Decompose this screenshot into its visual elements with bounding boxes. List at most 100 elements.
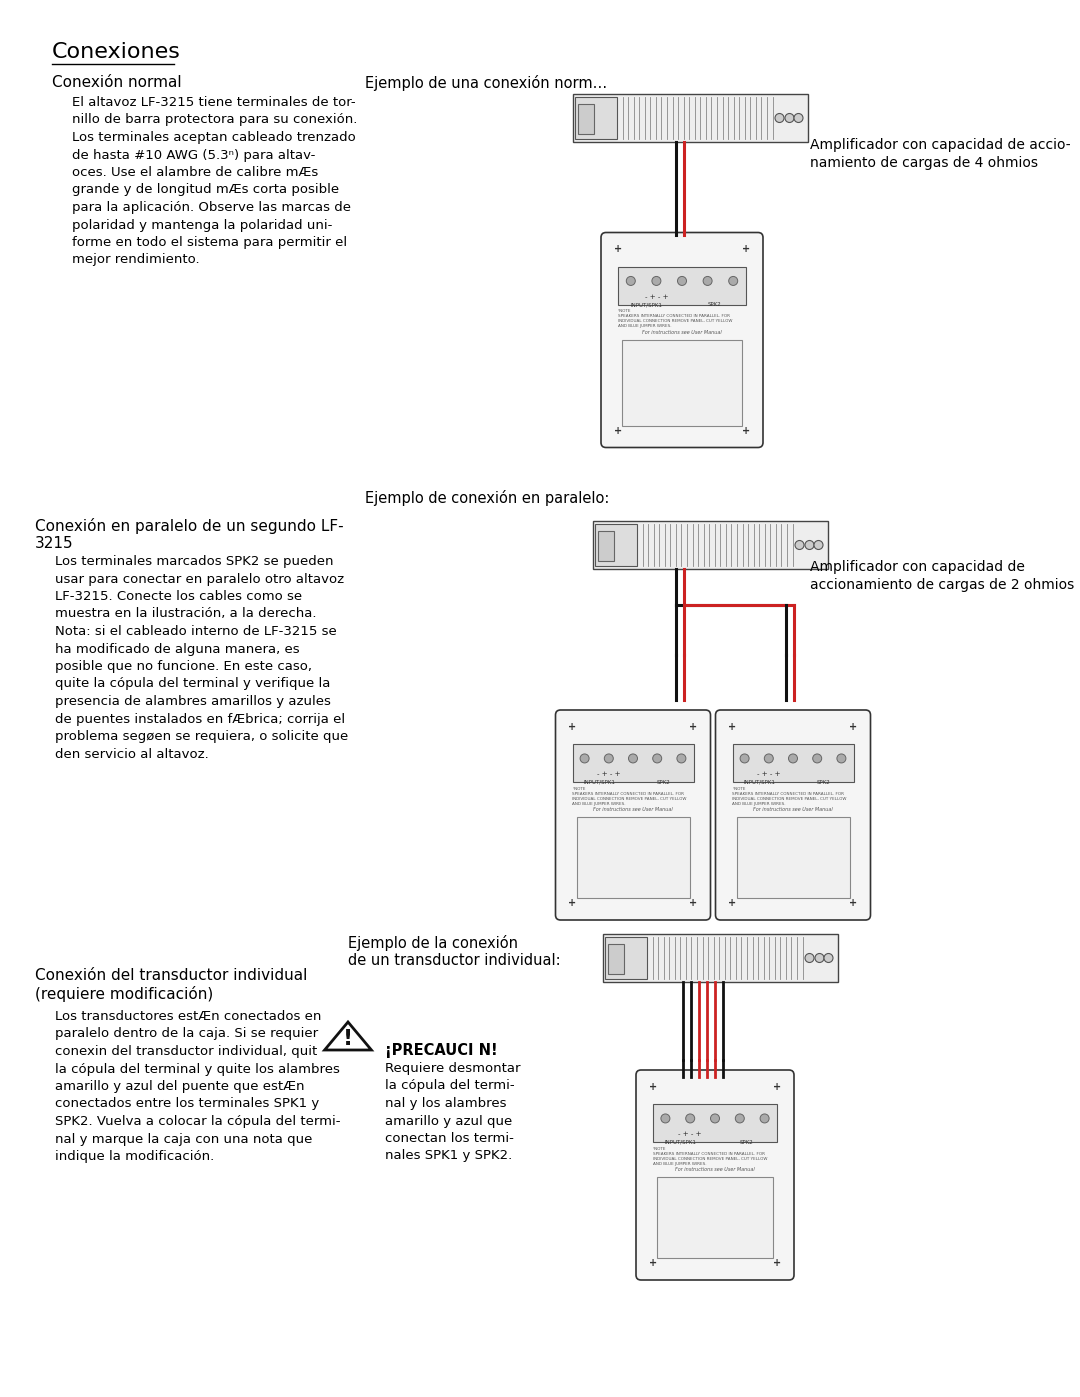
FancyBboxPatch shape: [555, 710, 711, 921]
Text: Los terminales marcados SPK2 se pueden
usar para conectar en paralelo otro altav: Los terminales marcados SPK2 se pueden u…: [55, 555, 348, 760]
Text: SPK2: SPK2: [816, 780, 831, 785]
Circle shape: [788, 754, 797, 763]
Bar: [607, 944, 623, 974]
Text: INPUT/SPK1: INPUT/SPK1: [743, 780, 775, 785]
Text: For instructions see User Manual: For instructions see User Manual: [643, 330, 721, 334]
Text: - + - +: - + - +: [645, 293, 669, 300]
Text: +: +: [773, 1083, 781, 1092]
Text: +: +: [613, 426, 622, 436]
Text: *NOTE
SPEAKERS INTERNALLY CONNECTED IN PARALLEL. FOR
INDIVIDUAL CONNECTION REMOV: *NOTE SPEAKERS INTERNALLY CONNECTED IN P…: [618, 310, 732, 328]
Circle shape: [824, 954, 833, 963]
Text: +: +: [728, 722, 737, 732]
Circle shape: [729, 277, 738, 285]
Bar: [572, 745, 693, 782]
Text: For instructions see User Manual: For instructions see User Manual: [593, 807, 673, 812]
Text: Conexión normal: Conexión normal: [52, 75, 181, 89]
Bar: [603, 935, 837, 982]
Text: Ejemplo de conexión en paralelo:: Ejemplo de conexión en paralelo:: [365, 490, 609, 506]
Circle shape: [760, 1113, 769, 1123]
Circle shape: [813, 754, 822, 763]
Bar: [618, 267, 746, 305]
Text: +: +: [773, 1259, 781, 1268]
Text: +: +: [649, 1083, 657, 1092]
Circle shape: [605, 754, 613, 763]
Text: - + - +: - + - +: [597, 771, 621, 777]
Text: +: +: [689, 898, 698, 908]
Circle shape: [775, 113, 784, 123]
Text: Requiere desmontar
la cópula del termi-
nal y los alambres
amarillo y azul que
c: Requiere desmontar la cópula del termi- …: [384, 1062, 521, 1162]
Circle shape: [661, 1113, 670, 1123]
Circle shape: [711, 1113, 719, 1123]
Text: +: +: [649, 1259, 657, 1268]
Circle shape: [837, 754, 846, 763]
Text: !: !: [343, 1030, 353, 1049]
Bar: [594, 524, 636, 566]
Text: +: +: [568, 722, 577, 732]
Circle shape: [795, 541, 804, 549]
Bar: [578, 103, 594, 134]
Polygon shape: [325, 1023, 372, 1051]
Bar: [657, 1178, 773, 1259]
Text: Amplificador con capacidad de
accionamiento de cargas de 2 ohmios: Amplificador con capacidad de accionamie…: [810, 560, 1075, 592]
Circle shape: [765, 754, 773, 763]
Text: *NOTE
SPEAKERS INTERNALLY CONNECTED IN PARALLEL. FOR
INDIVIDUAL CONNECTION REMOV: *NOTE SPEAKERS INTERNALLY CONNECTED IN P…: [653, 1147, 768, 1165]
Bar: [732, 745, 853, 782]
Text: Conexiones: Conexiones: [52, 42, 180, 61]
Text: INPUT/SPK1: INPUT/SPK1: [664, 1140, 697, 1146]
Circle shape: [814, 541, 823, 549]
Text: SPK2: SPK2: [657, 780, 670, 785]
Bar: [622, 339, 742, 426]
Text: Los transductores estÆn conectados en
paralelo dentro de la caja. Si se requier
: Los transductores estÆn conectados en pa…: [55, 1010, 340, 1162]
Text: +: +: [742, 244, 751, 254]
Text: For instructions see User Manual: For instructions see User Manual: [675, 1166, 755, 1172]
Text: Amplificador con capacidad de accio-
namiento de cargas de 4 ohmios: Amplificador con capacidad de accio- nam…: [810, 138, 1070, 170]
Text: +: +: [742, 426, 751, 436]
Text: Ejemplo de una conexión norm…: Ejemplo de una conexión norm…: [365, 75, 607, 91]
Bar: [575, 96, 617, 138]
Text: Conexión del transductor individual
(requiere modificación): Conexión del transductor individual (req…: [35, 968, 308, 1002]
Text: ¡PRECAUCI N!: ¡PRECAUCI N!: [384, 1044, 498, 1058]
Bar: [605, 937, 647, 979]
Circle shape: [626, 277, 635, 285]
Text: INPUT/SPK1: INPUT/SPK1: [583, 780, 615, 785]
Bar: [593, 521, 827, 569]
Bar: [737, 817, 850, 898]
FancyBboxPatch shape: [600, 232, 762, 447]
Bar: [597, 531, 613, 562]
Circle shape: [652, 754, 662, 763]
Circle shape: [652, 277, 661, 285]
Text: SPK2: SPK2: [739, 1140, 753, 1146]
Text: Conexión en paralelo de un segundo LF-
3215: Conexión en paralelo de un segundo LF- 3…: [35, 518, 343, 552]
Text: +: +: [568, 898, 577, 908]
Text: +: +: [689, 722, 698, 732]
Circle shape: [794, 113, 804, 123]
Circle shape: [677, 754, 686, 763]
Circle shape: [703, 277, 712, 285]
Circle shape: [805, 541, 814, 549]
Text: +: +: [850, 722, 858, 732]
Text: For instructions see User Manual: For instructions see User Manual: [753, 807, 833, 812]
Circle shape: [580, 754, 589, 763]
Text: *NOTE
SPEAKERS INTERNALLY CONNECTED IN PARALLEL. FOR
INDIVIDUAL CONNECTION REMOV: *NOTE SPEAKERS INTERNALLY CONNECTED IN P…: [572, 787, 687, 806]
Bar: [572, 94, 808, 142]
Text: - + - +: - + - +: [678, 1132, 702, 1137]
Circle shape: [740, 754, 750, 763]
Text: +: +: [613, 244, 622, 254]
FancyBboxPatch shape: [636, 1070, 794, 1280]
Text: *NOTE
SPEAKERS INTERNALLY CONNECTED IN PARALLEL. FOR
INDIVIDUAL CONNECTION REMOV: *NOTE SPEAKERS INTERNALLY CONNECTED IN P…: [732, 787, 847, 806]
Bar: [577, 817, 689, 898]
Circle shape: [785, 113, 794, 123]
Circle shape: [686, 1113, 694, 1123]
Text: +: +: [850, 898, 858, 908]
Circle shape: [815, 954, 824, 963]
Circle shape: [735, 1113, 744, 1123]
Circle shape: [629, 754, 637, 763]
Circle shape: [805, 954, 814, 963]
FancyBboxPatch shape: [715, 710, 870, 921]
Circle shape: [677, 277, 687, 285]
Text: Ejemplo de la conexión
de un transductor individual:: Ejemplo de la conexión de un transductor…: [348, 935, 561, 968]
Text: - + - +: - + - +: [757, 771, 781, 777]
Text: El altavoz LF-3215 tiene terminales de tor-
nillo de barra protectora para su co: El altavoz LF-3215 tiene terminales de t…: [72, 96, 357, 267]
Text: INPUT/SPK1: INPUT/SPK1: [631, 302, 662, 307]
Bar: [653, 1104, 777, 1141]
